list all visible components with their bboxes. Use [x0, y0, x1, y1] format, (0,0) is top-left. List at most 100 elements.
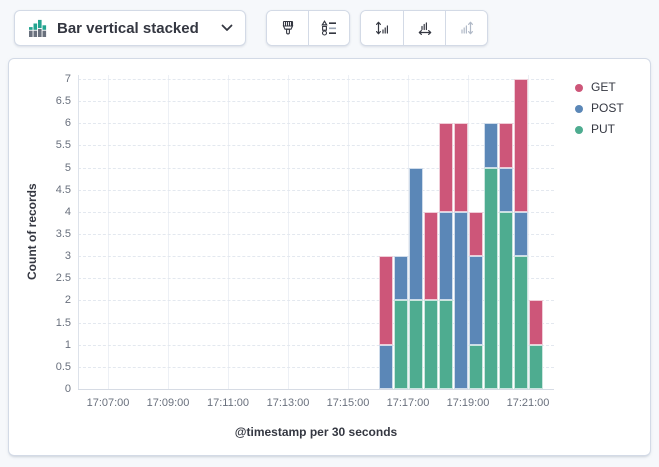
x-axis-title: @timestamp per 30 seconds	[234, 425, 398, 439]
y-axis-tick-label: 1.5	[55, 316, 71, 329]
legend-item-put[interactable]: PUT	[575, 123, 624, 136]
y-gridline	[78, 256, 554, 258]
legend-label: POST	[591, 101, 624, 115]
y-axis-tick-label: 3.5	[55, 228, 71, 240]
bar-segment-get[interactable]	[453, 123, 468, 212]
y-gridline	[78, 79, 554, 80]
bar-segment-post[interactable]	[378, 344, 393, 389]
bar-segment-post[interactable]	[498, 167, 513, 212]
y-axis-tick-label: 2	[64, 294, 71, 307]
y-gridline	[78, 211, 554, 213]
y-gridline	[78, 189, 554, 191]
y-gridline	[78, 344, 554, 346]
bar-segment-put[interactable]	[393, 300, 408, 389]
x-gridline	[348, 75, 349, 389]
bar-segment-put[interactable]	[528, 344, 543, 389]
legend-color-dot	[575, 104, 583, 113]
y-axis-tick-label: 4	[64, 205, 71, 218]
y-gridline	[78, 101, 554, 103]
x-axis-tick-label: 17:13:00	[266, 397, 310, 409]
y-axis-tick-label: 6.5	[55, 95, 71, 108]
x-axis-tick-label: 17:07:00	[86, 397, 130, 409]
y-gridline	[78, 278, 554, 280]
bar-segment-put[interactable]	[468, 344, 483, 389]
bar-segment-post[interactable]	[513, 211, 528, 257]
x-gridline	[528, 75, 529, 389]
bar-segment-put[interactable]	[438, 300, 453, 389]
x-axis-tick-label: 17:15:00	[326, 397, 370, 409]
y-axis-tick-label: 4.5	[55, 183, 71, 196]
bar-segment-put[interactable]	[423, 300, 438, 389]
axis-left-icon	[374, 20, 390, 36]
chart-panel: Count of records @timestamp per 30 secon…	[8, 58, 651, 456]
y-axis-tick-label: 5.5	[55, 139, 71, 152]
axis-right-icon	[459, 20, 475, 36]
chart-legend: GET POST PUT	[575, 81, 624, 136]
axis-bottom-icon	[417, 20, 433, 36]
legend-list-icon	[321, 20, 337, 36]
y-axis-tick-label: 0	[64, 383, 71, 395]
x-gridline	[108, 75, 109, 389]
bar-segment-put[interactable]	[408, 300, 423, 389]
y-gridline	[78, 234, 554, 235]
bar-segment-put[interactable]	[498, 211, 513, 389]
y-gridline	[78, 366, 554, 368]
chart-type-selector[interactable]: Bar vertical stacked	[14, 10, 246, 46]
chevron-down-icon	[221, 24, 233, 32]
legend-color-dot	[575, 83, 583, 92]
y-gridline	[78, 123, 554, 125]
y-axis-tick-label: 3	[64, 250, 71, 263]
bar-segment-post[interactable]	[438, 211, 453, 301]
stacked-bar-chart: Count of records @timestamp per 30 secon…	[9, 59, 650, 455]
bar-segment-post[interactable]	[468, 256, 483, 345]
paintbrush-icon	[280, 20, 296, 36]
bar-segment-get[interactable]	[468, 211, 483, 257]
x-axis-tick-label: 17:21:00	[506, 397, 550, 409]
x-axis-tick-label: 17:09:00	[146, 397, 190, 409]
bar-segment-post[interactable]	[453, 211, 468, 389]
bar-segment-put[interactable]	[483, 167, 498, 389]
y-gridline	[78, 145, 554, 147]
x-axis-tick-label: 17:19:00	[446, 397, 490, 409]
bar-segment-post[interactable]	[483, 123, 498, 168]
y-gridline	[78, 300, 554, 302]
y-axis-tick-label: 2.5	[55, 272, 71, 285]
legend-label: GET	[591, 80, 616, 94]
bar-segment-post[interactable]	[408, 167, 423, 301]
legend-item-post[interactable]: POST	[575, 102, 624, 115]
bar-segment-get[interactable]	[438, 123, 453, 212]
right-axis-button	[445, 11, 487, 45]
legend-item-get[interactable]: GET	[575, 81, 624, 94]
legend-color-dot	[575, 125, 583, 134]
style-button-group	[266, 10, 350, 46]
y-axis-tick-label: 0.5	[55, 360, 71, 373]
y-axis-tick-label: 7	[64, 73, 71, 85]
y-axis-tick-label: 5	[64, 161, 71, 174]
bottom-axis-button[interactable]	[403, 11, 445, 45]
y-gridline	[78, 322, 554, 324]
axis-button-group	[360, 10, 488, 46]
bar-segment-put[interactable]	[513, 256, 528, 389]
x-gridline	[168, 75, 169, 389]
y-gridline	[78, 167, 554, 169]
bar-segment-get[interactable]	[513, 79, 528, 212]
visual-options-button[interactable]	[267, 11, 308, 45]
x-gridline	[288, 75, 289, 389]
y-axis-tick-label: 1	[64, 338, 71, 351]
bar-segment-get[interactable]	[423, 211, 438, 301]
bar-segment-get[interactable]	[378, 256, 393, 345]
x-gridline	[228, 75, 229, 389]
legend-settings-button[interactable]	[308, 11, 349, 45]
x-axis-line	[78, 389, 554, 390]
y-axis-line	[78, 75, 79, 389]
left-axis-button[interactable]	[361, 11, 403, 45]
x-axis-tick-label: 17:17:00	[386, 397, 430, 409]
bar-segment-post[interactable]	[393, 256, 408, 301]
bar-segment-get[interactable]	[528, 300, 543, 345]
x-axis-tick-label: 17:11:00	[206, 397, 250, 409]
bar-segment-get[interactable]	[498, 123, 513, 168]
legend-label: PUT	[591, 122, 615, 136]
chart-type-label: Bar vertical stacked	[57, 19, 199, 37]
y-axis-tick-label: 6	[64, 117, 71, 130]
bar-vertical-stacked-icon	[27, 19, 49, 37]
